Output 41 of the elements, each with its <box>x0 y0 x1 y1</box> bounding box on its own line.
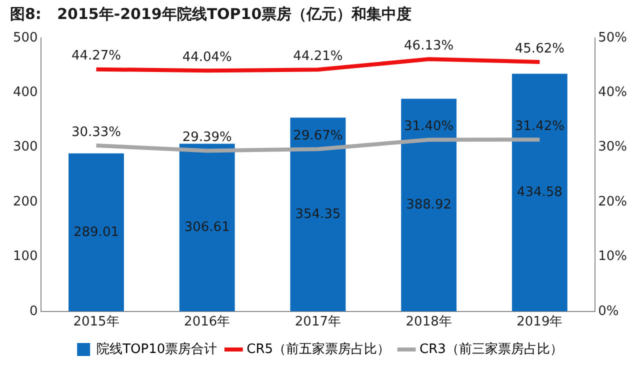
x-tick-label: 2015年 <box>73 314 120 330</box>
x-tick-label: 2019年 <box>516 314 563 330</box>
data-label: 44.04% <box>182 50 232 65</box>
y-tick-label: 200 <box>12 194 38 210</box>
data-label: 434.58 <box>516 184 562 200</box>
y-tick-label: 100 <box>12 249 38 264</box>
y2-tick-label: 10% <box>598 249 628 264</box>
bar <box>512 74 568 312</box>
data-label: 29.67% <box>293 128 343 144</box>
y-tick-label: 300 <box>12 140 38 155</box>
data-label: 30.33% <box>71 124 122 140</box>
y-tick-label: 0 <box>30 304 38 319</box>
bar <box>179 144 235 312</box>
data-label: 354.35 <box>295 206 341 222</box>
data-label: 46.13% <box>404 38 454 54</box>
legend-label: CR3（前三家票房占比） <box>420 340 563 357</box>
y2-tick-label: 30% <box>598 140 628 155</box>
x-tick-label: 2017年 <box>294 314 342 330</box>
bar <box>401 98 457 312</box>
bar <box>290 118 346 312</box>
y2-tick-label: 50% <box>598 30 628 46</box>
y2-tick-label: 0% <box>598 304 619 319</box>
legend-label: 院线TOP10票房合计 <box>96 340 218 357</box>
data-label: 44.21% <box>293 49 343 64</box>
data-label: 29.39% <box>182 130 232 146</box>
y2-tick-label: 20% <box>598 194 628 210</box>
data-label: 44.27% <box>71 48 122 64</box>
legend-label: CR5（前五家票房占比） <box>246 340 390 357</box>
y-tick-label: 400 <box>12 85 38 100</box>
data-label: 31.42% <box>514 118 564 134</box>
data-label: 45.62% <box>514 41 564 56</box>
y2-tick-label: 40% <box>598 85 628 100</box>
x-tick-label: 2016年 <box>184 314 230 330</box>
data-label: 31.40% <box>404 119 454 134</box>
x-tick-label: 2018年 <box>406 314 452 330</box>
chart-title: 图8: 2015年-2019年院线TOP10票房（亿元）和集中度 <box>10 4 412 23</box>
bar <box>68 153 124 312</box>
data-label: 306.61 <box>184 220 230 235</box>
data-label: 388.92 <box>406 197 452 212</box>
y-tick-label: 500 <box>12 30 38 46</box>
data-label: 289.01 <box>73 224 119 240</box>
